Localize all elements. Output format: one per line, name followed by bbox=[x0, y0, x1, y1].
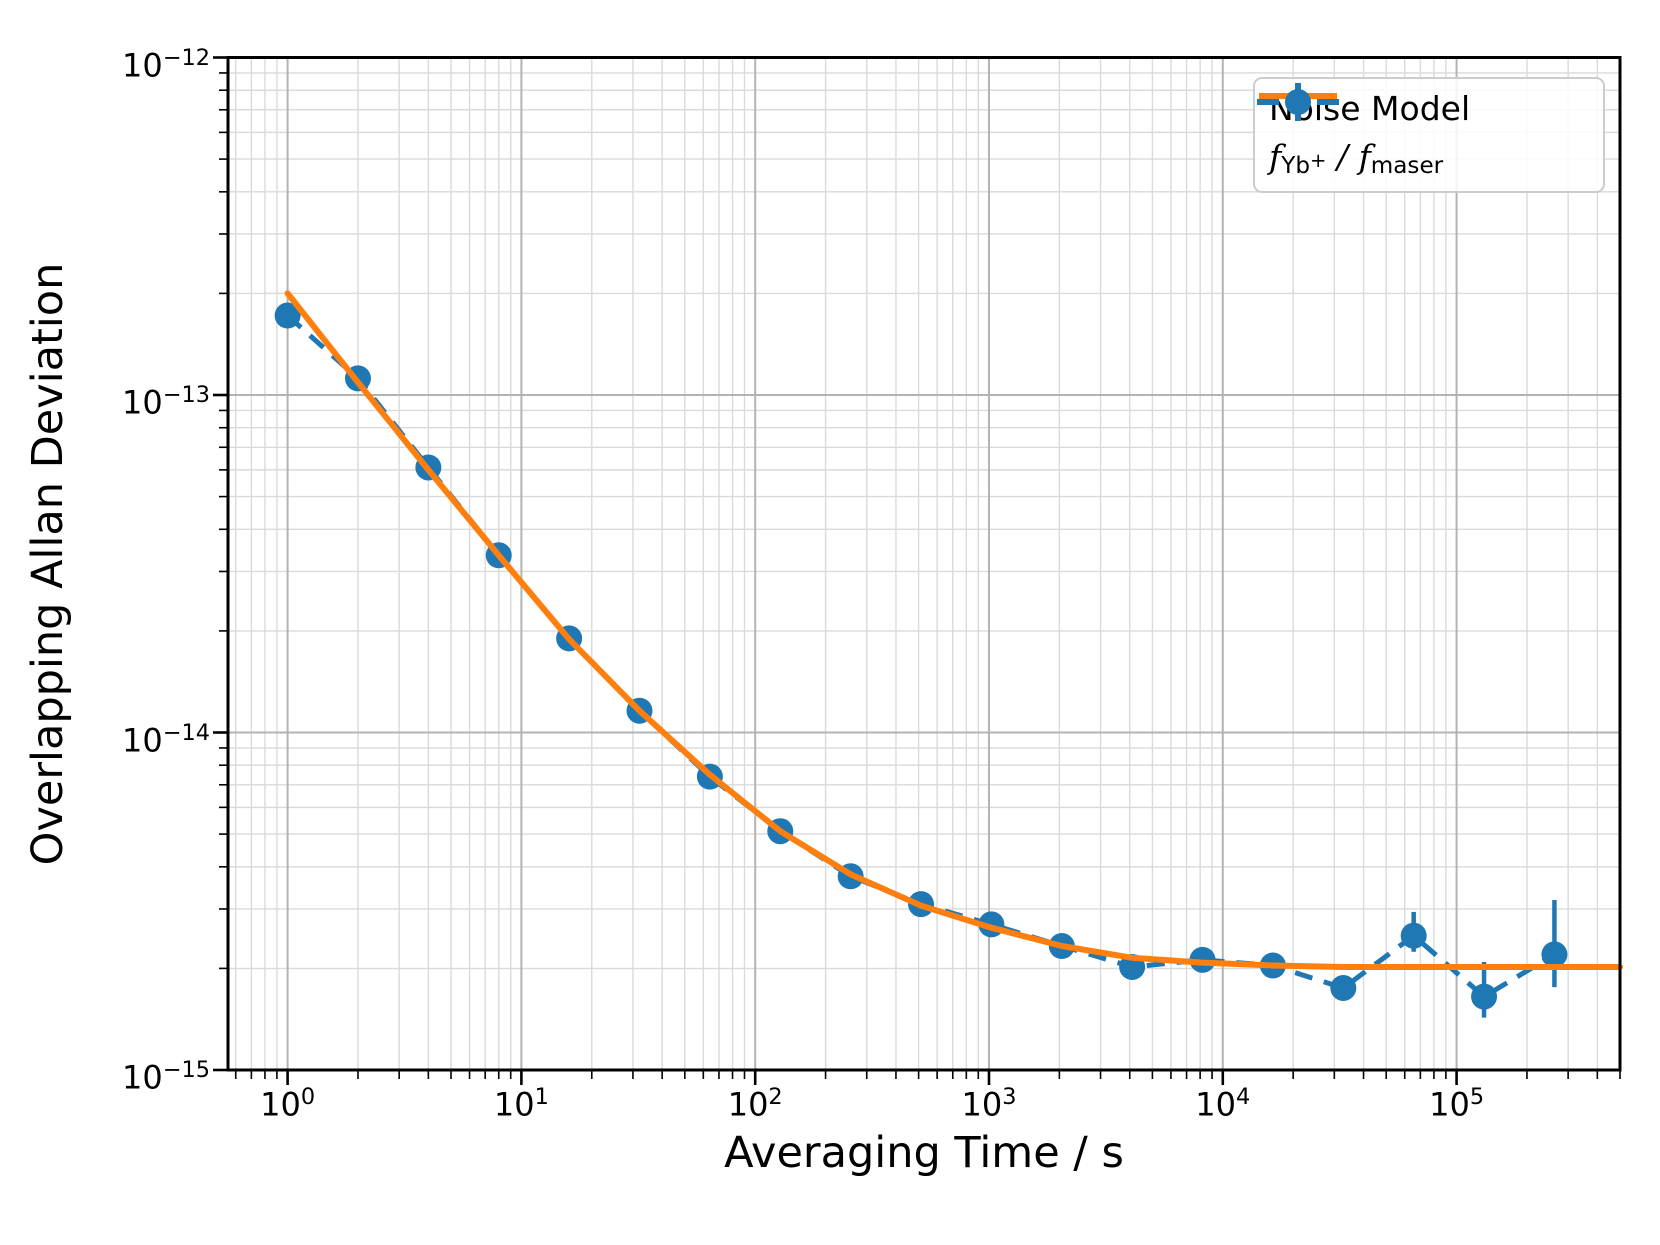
y-tick-label: 10−15 bbox=[122, 1057, 210, 1097]
ratio-sup1: + bbox=[1310, 148, 1327, 172]
data-point-marker bbox=[1471, 983, 1498, 1010]
data-point-marker bbox=[1400, 922, 1427, 949]
ratio-sub2: maser bbox=[1370, 152, 1444, 179]
x-tick-label: 103 bbox=[961, 1084, 1017, 1124]
axes-spines bbox=[226, 56, 1622, 1072]
x-tick-label: 101 bbox=[493, 1084, 549, 1124]
noise-model-line bbox=[284, 290, 1623, 970]
x-tick-label: 100 bbox=[260, 1084, 316, 1124]
data-point-marker bbox=[274, 302, 301, 329]
ratio-divider: / bbox=[1326, 136, 1359, 176]
data-point-marker bbox=[1330, 974, 1357, 1001]
x-axis-title: Averaging Time / s bbox=[724, 1128, 1124, 1178]
ratio-f2: f bbox=[1358, 136, 1371, 176]
ratio-sub1: Yb bbox=[1281, 152, 1310, 179]
x-tick-label: 104 bbox=[1195, 1084, 1251, 1124]
legend: Noise Model fYb+ / fmaser bbox=[1253, 77, 1605, 193]
legend-label-ratio: fYb+ / fmaser bbox=[1269, 140, 1443, 178]
legend-item-ratio: fYb+ / fmaser bbox=[1257, 83, 1589, 178]
ratio-f1: f bbox=[1269, 136, 1282, 176]
data-point-marker bbox=[1541, 941, 1568, 968]
y-axis-title: Overlapping Allan Deviation bbox=[23, 262, 73, 866]
y-tick-label: 10−13 bbox=[122, 382, 210, 422]
x-tick-label: 102 bbox=[727, 1084, 783, 1124]
y-tick-label: 10−12 bbox=[122, 44, 210, 85]
x-tick-label: 105 bbox=[1429, 1084, 1485, 1124]
errorbar-marker-icon bbox=[1257, 83, 1339, 121]
y-tick-label: 10−14 bbox=[122, 719, 210, 760]
